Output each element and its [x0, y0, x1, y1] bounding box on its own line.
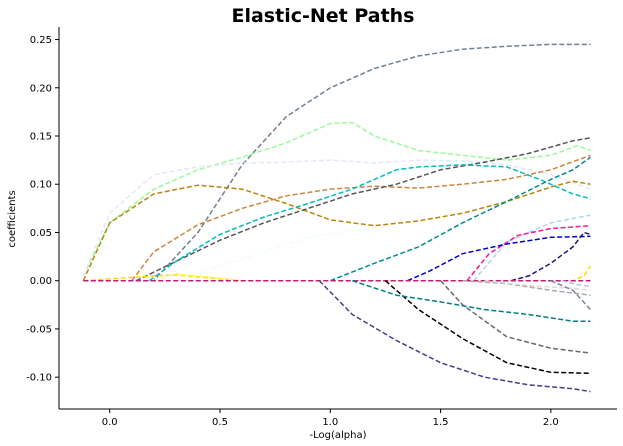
series-line-13: [510, 231, 591, 282]
series-line-10: [473, 214, 591, 282]
x-tick-label: 0.0: [102, 417, 118, 428]
series-line-24: [561, 279, 591, 288]
y-tick-label: -0.05: [26, 324, 52, 335]
series-line-3: [82, 159, 591, 277]
series-line-11: [466, 224, 591, 282]
series-line-20: [352, 279, 591, 322]
x-tick-label: 2.0: [543, 417, 559, 428]
y-tick-label: 0.15: [30, 132, 52, 143]
chart-title: Elastic-Net Paths: [231, 5, 414, 27]
series-line-7: [148, 164, 591, 282]
y-tick-label: 0.20: [30, 83, 52, 94]
series-line-15: [153, 273, 243, 282]
series-line-9: [330, 156, 591, 282]
x-tick-label: 0.5: [212, 417, 228, 428]
series-line-2: [82, 121, 591, 277]
series-lines: [82, 43, 592, 393]
series-line-1: [83, 43, 591, 282]
x-tick-label: 1.0: [322, 417, 338, 428]
x-axis-ticks: 0.0 0.5 1.0 1.5 2.0: [102, 409, 559, 428]
y-axis-ticks: -0.10 -0.05 0.00 0.05 0.10 0.15 0.20 0.25: [26, 35, 59, 384]
x-tick-label: 1.5: [433, 417, 449, 428]
y-tick-label: -0.10: [26, 373, 52, 384]
series-line-19: [440, 280, 591, 354]
x-axis-label: -Log(alpha): [310, 430, 367, 441]
y-tick-label: 0.25: [30, 35, 52, 46]
y-tick-label: 0.10: [30, 180, 52, 191]
series-line-8: [175, 226, 397, 282]
series-line-6: [135, 137, 591, 282]
series-line-23: [550, 280, 592, 311]
series-line-17: [318, 280, 591, 393]
y-tick-label: 0.00: [30, 276, 52, 287]
series-line-21: [462, 279, 591, 296]
y-axis-label: coefficients: [7, 190, 18, 247]
series-line-5: [131, 154, 591, 282]
series-line-4: [82, 180, 591, 282]
series-line-18: [384, 280, 591, 375]
y-tick-label: 0.05: [30, 228, 52, 239]
series-line-12: [407, 235, 591, 282]
